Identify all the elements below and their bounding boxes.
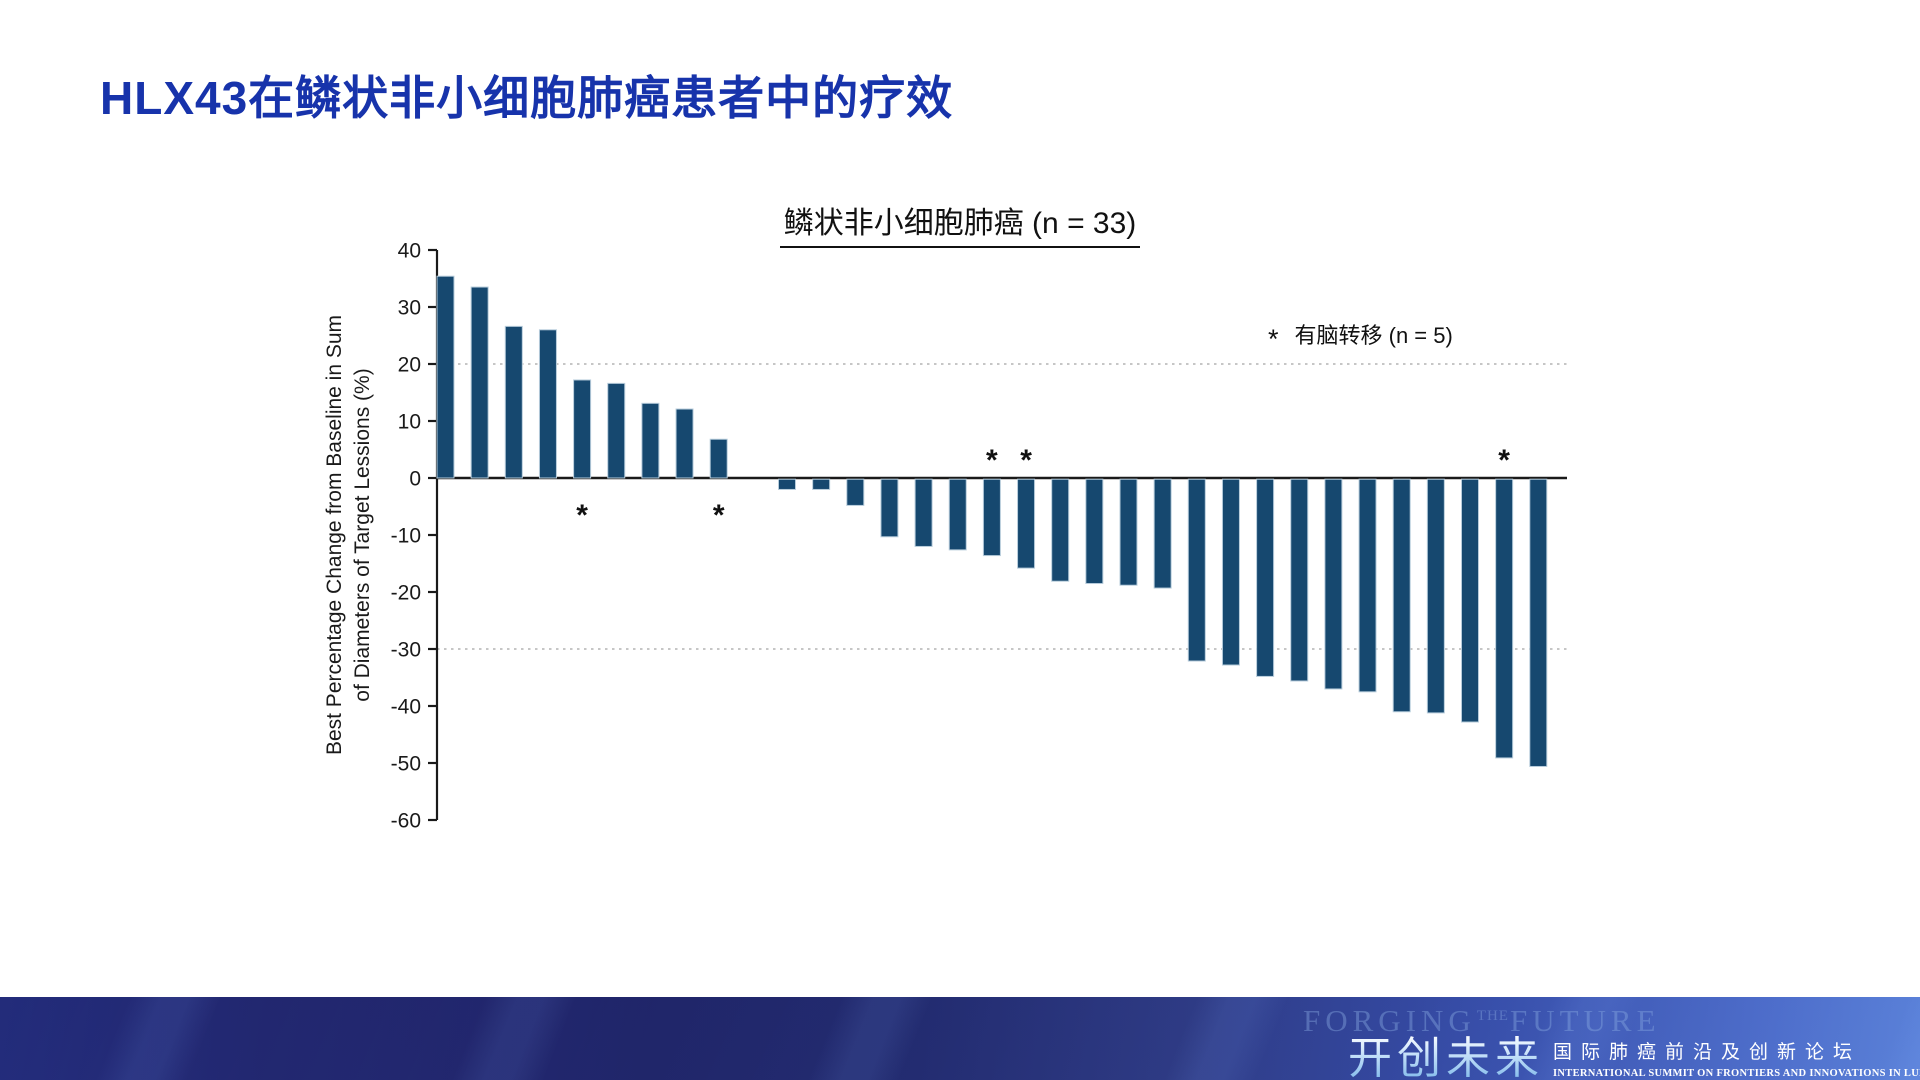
bar [1153,478,1172,589]
bar [880,478,899,538]
brain-met-asterisk: * [1498,444,1510,477]
y-tick-label: -10 [391,525,421,548]
banner-subtitle-cn: 国际肺癌前沿及创新论坛 [1553,1042,1862,1063]
banner-subtitle-block: 国际肺癌前沿及创新论坛 INTERNATIONAL SUMMIT ON FRON… [1553,1037,1920,1079]
bar [1426,478,1445,714]
bar [778,478,796,490]
brain-met-asterisk: * [576,499,588,532]
bar [1324,478,1343,690]
banner-subtitle-en: INTERNATIONAL SUMMIT ON FRONTIERS AND IN… [1553,1068,1920,1079]
bar [914,478,933,547]
bar [1119,478,1138,586]
bar [846,478,865,506]
y-tick-label: 40 [398,240,421,263]
bar [1051,478,1070,582]
footer-banner: FORGINGTHEFUTURE 开创未来 国际肺癌前沿及创新论坛 INTERN… [0,997,1920,1080]
bar [1529,478,1548,767]
bar [504,325,523,479]
bar [1290,478,1309,682]
bar [812,478,831,490]
y-tick-label: 0 [409,468,421,491]
watermark-word-future: FUTURE [1509,1003,1661,1038]
bar [1461,478,1479,723]
bar [573,379,592,479]
bar [709,438,728,479]
legend-asterisk-icon: * [1268,324,1279,354]
bar [1256,478,1275,677]
y-tick-label: -20 [391,582,421,605]
bar [1221,478,1240,666]
bar [1392,478,1411,713]
chart-title: 鳞状非小细胞肺癌 (n = 33) [430,198,1490,248]
bar [948,478,967,551]
bar [538,329,557,479]
bar [982,478,1001,557]
watermark-word-the: THE [1476,1008,1509,1024]
brain-met-asterisk: * [1020,444,1032,477]
chart-title-text: 鳞状非小细胞肺癌 (n = 33) [779,198,1141,248]
bar [1085,478,1104,585]
bar [675,408,694,479]
waterfall-chart: 40 30 20 10 0 -10 -20 -30 -40 -50 -60 * * * * * [391,240,1567,833]
bar [1358,478,1377,693]
bar [1187,478,1206,662]
banner-watermark: FORGINGTHEFUTURE [1303,1003,1661,1039]
bar [641,402,660,479]
brain-met-asterisk: * [713,499,725,532]
y-tick-label: -40 [391,696,421,719]
brain-met-asterisk: * [986,444,998,477]
y-tick-label: 20 [398,354,421,377]
banner-brand-cn: 开创未来 [1348,1022,1544,1080]
y-tick-label: 30 [398,297,421,320]
y-tick-label: -60 [391,810,421,833]
chart-legend: * 有脑转移 (n = 5) [1268,318,1453,354]
page-title: HLX43在鳞状非小细胞肺癌患者中的疗效 [100,72,954,124]
bar [1017,478,1036,569]
y-tick-label: 10 [398,411,421,434]
legend-label: 有脑转移 (n = 5) [1294,323,1453,348]
bar [436,275,455,479]
y-tick-label: -50 [391,753,421,776]
bar [1495,478,1514,759]
bar [607,382,626,479]
bar [470,286,489,479]
y-tick-label: -30 [391,639,421,662]
watermark-word-forging: FORGING [1303,1003,1476,1038]
